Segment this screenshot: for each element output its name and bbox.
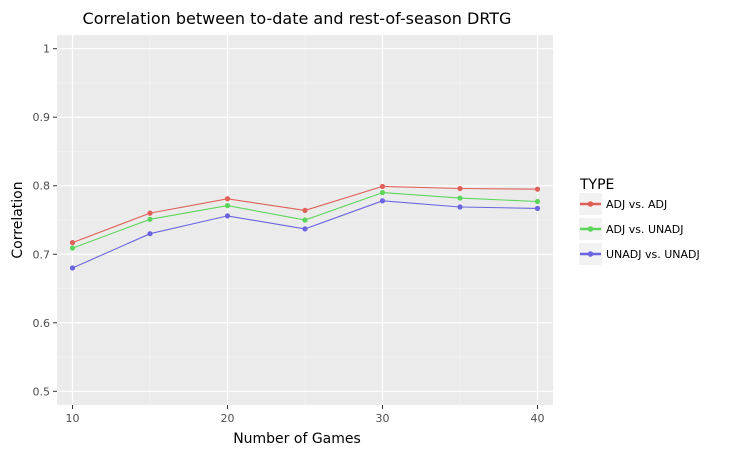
legend-title: TYPE [579, 177, 614, 193]
data-point [534, 205, 541, 211]
data-point [69, 240, 76, 246]
y-tick-label: 0.5 [33, 385, 51, 398]
data-point [147, 210, 153, 216]
data-point [302, 217, 308, 223]
data-point [457, 195, 463, 201]
series-3 [69, 198, 541, 271]
data-point [147, 216, 153, 222]
legend-item: ADJ vs. ADJ [579, 193, 667, 215]
data-point [379, 183, 386, 190]
data-point [69, 265, 76, 271]
y-tick-label: 0.9 [33, 111, 51, 124]
y-tick-label: 0.7 [33, 248, 51, 261]
data-point [302, 226, 308, 232]
data-point [224, 213, 231, 219]
data-point [224, 196, 231, 202]
x-axis: 10 20 30 40 [66, 405, 545, 425]
chart-title: Correlation between to-date and rest-of-… [83, 9, 512, 28]
y-tick-label: 0.8 [33, 180, 51, 193]
legend: TYPE ADJ vs. ADJ ADJ vs. UNADJ UNADJ vs. U… [579, 177, 700, 265]
x-axis-title: Number of Games [233, 431, 361, 447]
data-point [302, 207, 308, 214]
legend-key-point [587, 226, 594, 232]
legend-label: ADJ vs. ADJ [606, 198, 667, 211]
legend-item: ADJ vs. UNADJ [579, 218, 684, 240]
y-axis-title: Correlation [10, 181, 26, 258]
y-tick-label: 0.6 [33, 317, 51, 330]
y-tick-label: 1 [43, 43, 50, 56]
data-point [224, 203, 231, 209]
x-tick-label: 20 [221, 412, 235, 425]
data-point [457, 185, 463, 192]
legend-key-point [587, 201, 594, 207]
data-point [379, 198, 386, 204]
data-point [457, 204, 463, 210]
data-point [534, 198, 541, 205]
legend-label: ADJ vs. UNADJ [606, 223, 684, 236]
data-point [534, 186, 541, 192]
legend-item: UNADJ vs. UNADJ [579, 243, 700, 265]
y-axis: 0.5 0.6 0.7 0.8 0.9 1 [33, 43, 57, 398]
data-point [379, 189, 386, 196]
series-2 [69, 189, 541, 251]
data-point [69, 245, 76, 251]
x-tick-label: 10 [66, 412, 80, 425]
x-tick-label: 40 [531, 412, 545, 425]
series-layer [69, 183, 541, 271]
legend-label: UNADJ vs. UNADJ [606, 248, 700, 261]
legend-key-point [587, 251, 594, 257]
x-tick-label: 30 [376, 412, 390, 425]
series-1 [69, 183, 541, 246]
data-point [147, 231, 153, 237]
major-grid [57, 35, 553, 405]
